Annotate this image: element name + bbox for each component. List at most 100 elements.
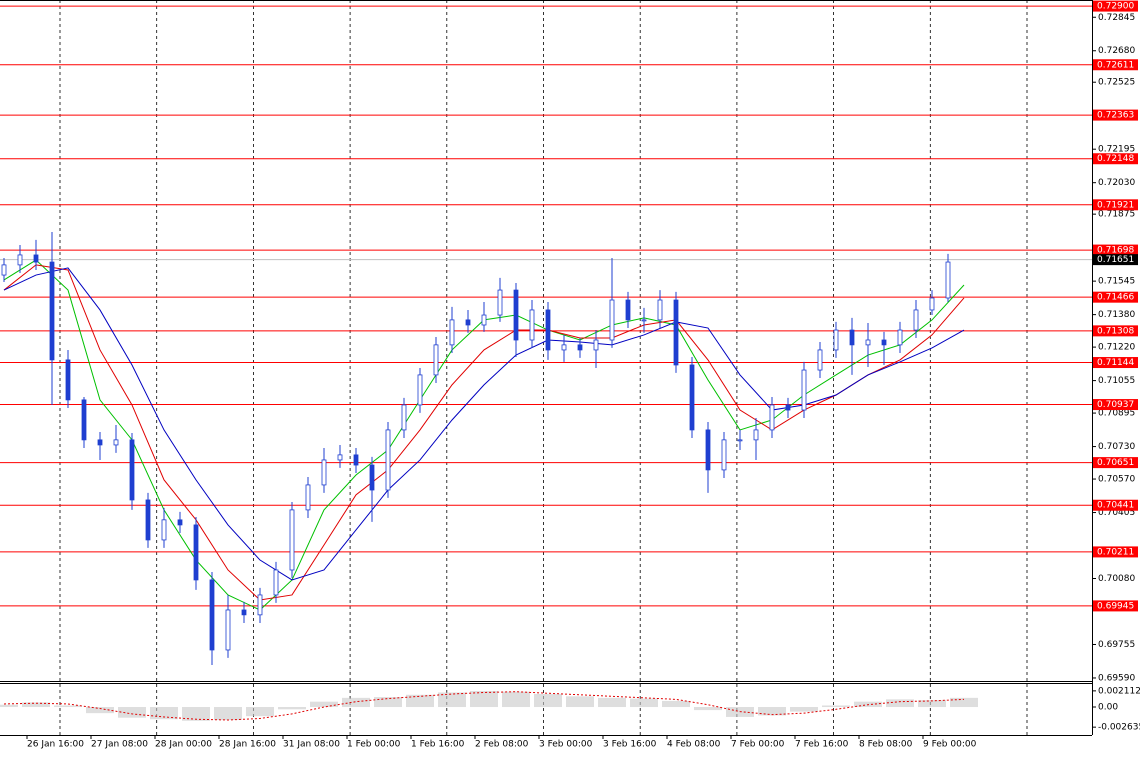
indicator-bar [630, 698, 658, 708]
candle-body [161, 519, 167, 541]
candle-body [897, 329, 903, 346]
indicator-bar [0, 704, 18, 708]
y-tick-label: 0.71545 [1098, 277, 1135, 287]
candle-body [641, 319, 647, 322]
indicator-bar [374, 697, 402, 708]
indicator-bar [22, 702, 50, 708]
indicator-bar [118, 707, 146, 718]
indicator-bar [822, 705, 850, 708]
candle-body [785, 404, 791, 411]
y-tick-label: 0.72680 [1098, 46, 1135, 56]
x-tick-label: 1 Feb 16:00 [411, 740, 465, 750]
candle-body [721, 439, 727, 471]
x-tick-label: 4 Feb 08:00 [667, 740, 721, 750]
x-tick-label: 31 Jan 08:00 [283, 740, 340, 750]
y-tick-label: 0.72845 [1098, 13, 1135, 23]
candle-body [769, 404, 775, 431]
indicator-bar [950, 697, 978, 708]
indicator-bar [438, 692, 466, 708]
level-label: 0.70937 [1097, 400, 1134, 410]
level-label-box [1093, 109, 1138, 121]
indicator-bar [86, 707, 114, 714]
candle-body [817, 349, 823, 371]
level-label: 0.72148 [1097, 154, 1134, 164]
candle-body [321, 459, 327, 486]
last-price-label: 0.71651 [1097, 255, 1134, 265]
indicator-bar [566, 696, 594, 708]
level-label-box [1093, 546, 1138, 558]
y-tick-label: 0.70080 [1098, 574, 1135, 584]
candle-body [129, 439, 135, 501]
candle-body [689, 364, 695, 431]
level-label: 0.70441 [1097, 501, 1134, 511]
candle-body [529, 309, 535, 341]
candle-body [225, 609, 231, 651]
candle-body [305, 484, 311, 511]
indicator-bar [246, 707, 274, 717]
indicator-bar [502, 691, 530, 708]
indicator-bar [214, 707, 242, 721]
x-tick-label: 3 Feb 00:00 [539, 740, 593, 750]
level-label: 0.71144 [1097, 358, 1134, 368]
candle-body [65, 359, 71, 401]
y-tick-label: 0.69590 [1098, 673, 1135, 683]
candle-body [33, 254, 39, 263]
candle-body [673, 299, 679, 366]
candle-body [369, 464, 375, 491]
indicator-bar [918, 700, 946, 708]
candle-body [625, 299, 631, 321]
indicator-bar [534, 694, 562, 708]
x-tick-label: 9 Feb 00:00 [923, 740, 977, 750]
level-label-box [1093, 499, 1138, 511]
y-tick-label: 0.69755 [1098, 640, 1135, 650]
indicator-tick-label: -0.002635 [1098, 723, 1140, 733]
x-tick-label: 7 Feb 16:00 [795, 740, 849, 750]
candle-body [849, 329, 855, 346]
level-label: 0.72611 [1097, 60, 1134, 70]
candle-body [705, 429, 711, 471]
candle-body [145, 499, 151, 541]
level-label: 0.69945 [1097, 601, 1134, 611]
indicator-bar [694, 707, 722, 711]
candle-body [497, 289, 503, 316]
levels [0, 5, 1092, 607]
y-tick-label: 0.70570 [1098, 475, 1135, 485]
indicator-tick-label: 0.002112 [1098, 686, 1140, 696]
candle-body [913, 309, 919, 331]
indicator-bar [278, 707, 306, 710]
y-tick-label: 0.72030 [1098, 178, 1135, 188]
x-tick-label: 7 Feb 00:00 [731, 740, 785, 750]
candle-body [881, 339, 887, 346]
indicator-bar [310, 701, 338, 708]
y-tick-label: 0.71055 [1098, 376, 1135, 386]
candle-body [753, 429, 759, 441]
candle-body [1, 264, 7, 276]
y-tick-label: 0.71220 [1098, 343, 1135, 353]
level-label: 0.72900 [1097, 2, 1134, 12]
level-label-box [1093, 600, 1138, 612]
level-label-box [1093, 199, 1138, 211]
x-tick-label: 3 Feb 16:00 [603, 740, 657, 750]
indicator-bar [342, 697, 370, 708]
candle-body [337, 454, 343, 461]
candle-body [929, 297, 935, 311]
candle-body [945, 261, 951, 299]
level-label: 0.70211 [1097, 547, 1134, 557]
level-label-box [1093, 325, 1138, 337]
candle-body [801, 369, 807, 411]
candle-body [481, 314, 487, 326]
candle-body [865, 339, 871, 346]
indicator-bar [598, 697, 626, 708]
candle-body [17, 254, 23, 266]
candle-body [353, 454, 359, 466]
candle-body [561, 344, 567, 351]
candle-body [449, 319, 455, 346]
candle-body [577, 344, 583, 351]
candle-body [97, 439, 103, 446]
candle-body [545, 309, 551, 351]
candle-body [241, 609, 247, 616]
x-tick-label: 8 Feb 08:00 [859, 740, 913, 750]
x-tick-label: 1 Feb 00:00 [347, 740, 401, 750]
